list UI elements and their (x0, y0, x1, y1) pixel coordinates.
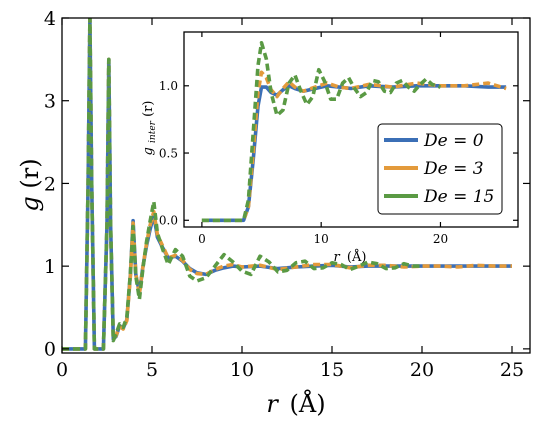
inset-x-axis-label: r (Å) (334, 249, 367, 265)
inset-y-axis-label-main: g (141, 147, 156, 155)
inset-plot-frame (183, 31, 519, 228)
main-x-tick-label: 20 (410, 359, 434, 381)
inset-y-axis-label-sub: inter (148, 120, 158, 143)
inset-x-axis-label-unit: (Å) (347, 249, 367, 265)
main-x-tick-label: 10 (230, 359, 254, 381)
main-x-tick-label: 0 (56, 359, 68, 381)
inset-x-tick-label: 10 (314, 232, 329, 246)
legend-label-0: De = 0 (423, 131, 484, 151)
legend: De = 0 De = 3 De = 15 (377, 123, 503, 215)
main-plot: 0 5 10 15 20 25 0 1 2 3 4 r (Å) g (r) (16, 8, 531, 418)
main-ticks-group: 0 5 10 15 20 25 0 1 2 3 4 (44, 8, 530, 381)
main-x-tick-label: 25 (500, 359, 524, 381)
inset-y-tick-label: 0.0 (159, 214, 178, 228)
main-series-line-2 (62, 18, 422, 351)
main-series-line-1 (62, 18, 512, 351)
main-y-tick-label: 1 (44, 256, 56, 278)
legend-label-2: De = 15 (423, 187, 494, 207)
inset-y-tick-label: 0.5 (159, 146, 178, 160)
legend-label-1: De = 3 (423, 159, 484, 179)
legend-box (377, 123, 503, 215)
main-plot-frame (61, 17, 531, 354)
legend-items: De = 0 De = 3 De = 15 (384, 131, 494, 207)
inset-x-axis-label-main: r (334, 250, 341, 265)
inset-series-line-2 (201, 40, 442, 223)
inset-y-axis-label: g inter (r) (141, 101, 159, 156)
inset-series-group (201, 40, 507, 223)
inset-x-tick-label: 20 (433, 232, 448, 246)
main-x-axis-label-unit: (Å) (290, 389, 326, 418)
main-x-axis-label: r (Å) (266, 389, 325, 418)
inset-x-tick-label: 0 (198, 232, 206, 246)
inset-y-tick-label: 1.0 (159, 79, 178, 93)
inset-y-axis-label-arg: (r) (141, 101, 156, 117)
main-y-tick-label: 0 (44, 339, 56, 361)
main-x-tick-label: 5 (146, 359, 158, 381)
main-series-group (62, 18, 512, 351)
main-y-axis-label-arg: (r) (16, 158, 44, 188)
main-x-tick-label: 15 (320, 359, 344, 381)
main-y-tick-label: 2 (44, 173, 56, 195)
main-y-axis-label-main: g (16, 196, 44, 211)
main-x-axis-label-main: r (266, 390, 279, 418)
main-y-tick-label: 3 (44, 91, 56, 113)
main-y-axis-label: g (r) (16, 158, 44, 211)
inset-ticks-group: 0 10 20 0.0 0.5 1.0 (159, 32, 518, 246)
main-y-tick-label: 4 (44, 8, 56, 30)
inset-plot: 0 10 200.00.51.0 r (Å) g inter (r) De = 0D… (141, 31, 519, 265)
